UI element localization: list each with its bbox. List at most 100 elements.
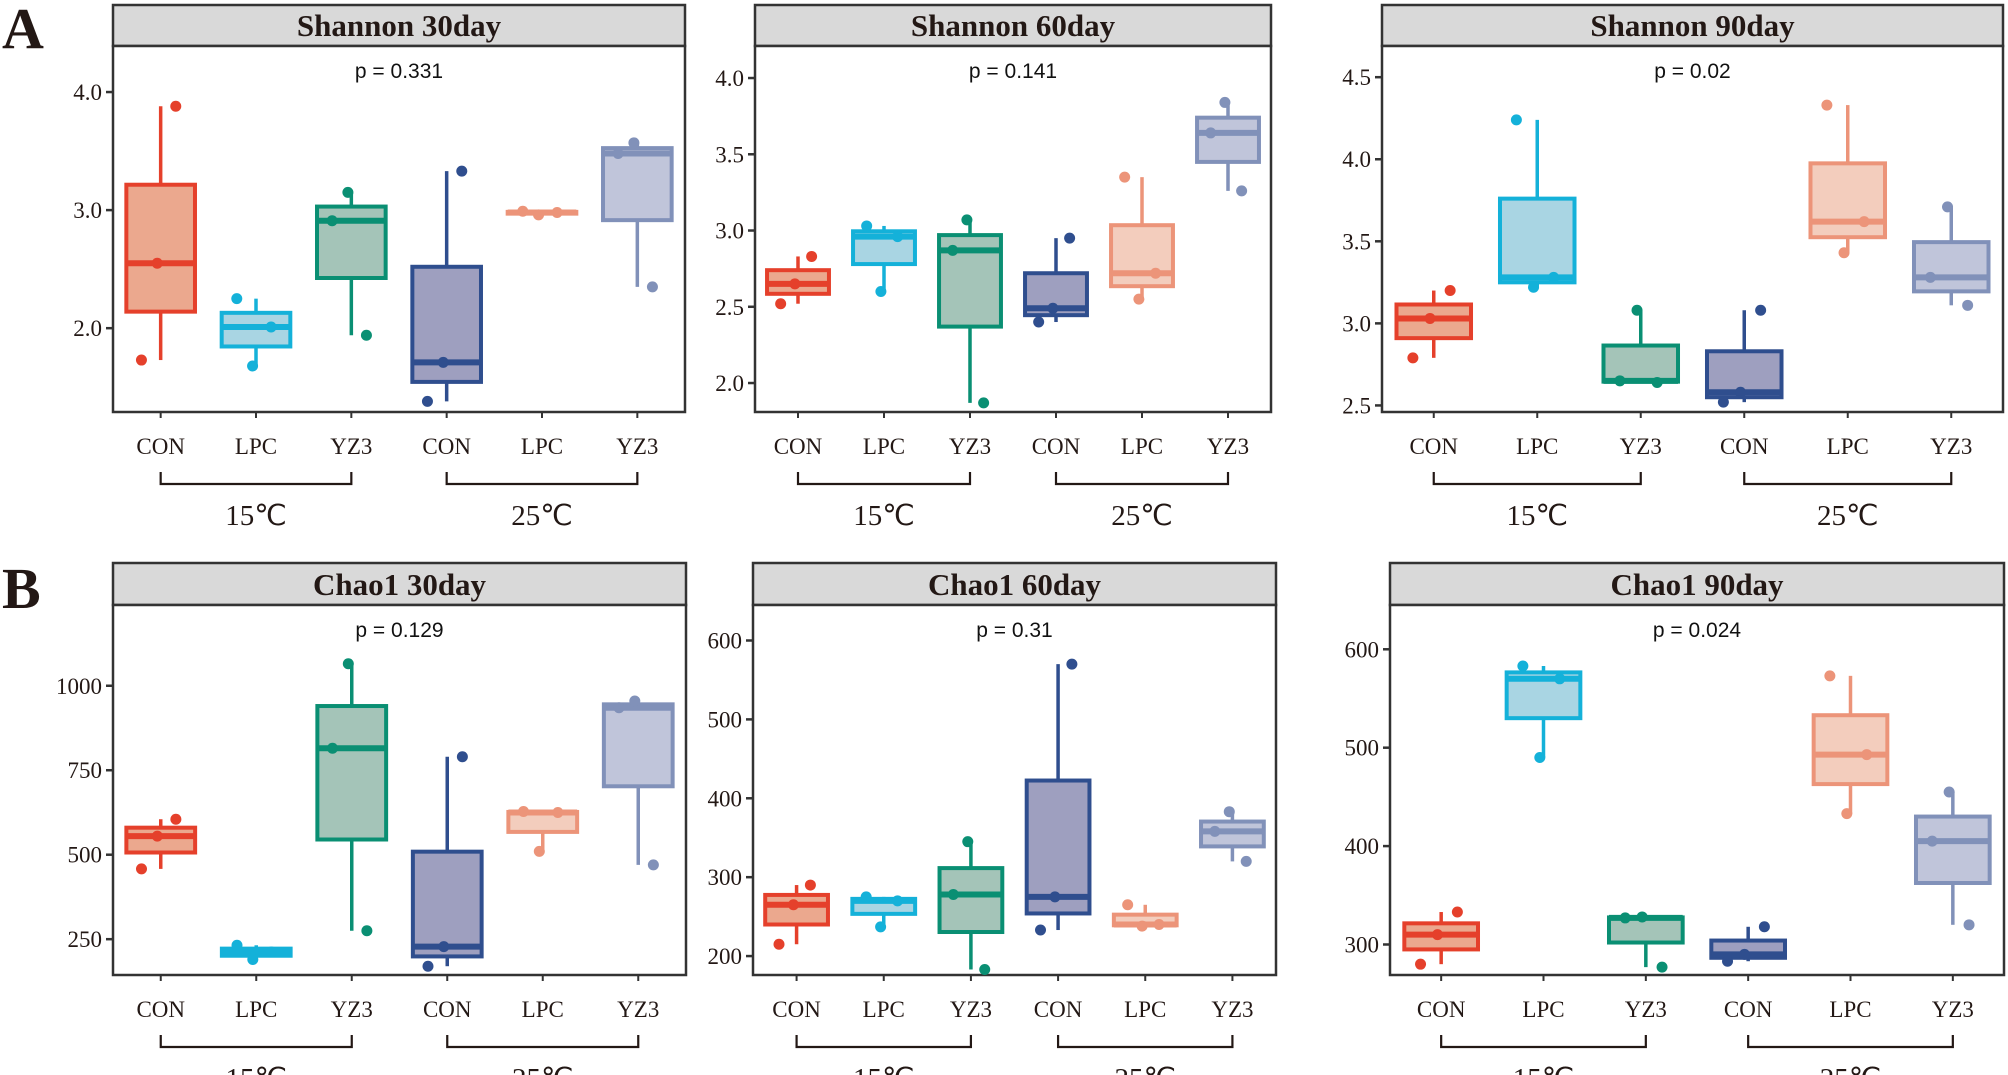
box-iqr (1601, 343, 1681, 384)
data-point (1838, 247, 1850, 259)
data-point (875, 286, 887, 298)
box-yz3-25c (1199, 806, 1266, 867)
data-point (1636, 911, 1648, 923)
data-point (135, 863, 147, 875)
box-con-15c (124, 100, 197, 366)
x-category-label: YZ3 (1932, 997, 1974, 1022)
data-point (1824, 670, 1836, 682)
y-tick-label: 600 (1345, 637, 1380, 662)
p-value-label: p = 0.331 (355, 60, 443, 83)
x-category-label: CON (423, 997, 472, 1022)
data-point (1926, 835, 1938, 847)
y-tick-label: 3.5 (1342, 229, 1371, 254)
box-lpc-25c (506, 805, 580, 857)
data-point (1136, 920, 1148, 932)
box-iqr (1109, 223, 1175, 289)
group-bracket (1743, 472, 1953, 486)
box-yz3-15c (315, 186, 388, 341)
panel-strip (1380, 3, 2005, 48)
data-point (1153, 919, 1165, 931)
plot-area (111, 44, 687, 414)
data-point (1223, 806, 1235, 818)
y-tick-label: 500 (68, 843, 103, 868)
data-point (1962, 299, 1974, 311)
data-point (517, 805, 529, 817)
x-category-label: CON (774, 434, 823, 459)
data-point (875, 921, 887, 933)
data-point (947, 244, 959, 256)
box-lpc-15c (850, 891, 918, 933)
panel-3: Shannon 90day p = 0.02 2.5 3.0 3.5 4.0 4.5 CON L… (1342, 3, 2005, 532)
box-yz3-25c (1913, 786, 1992, 931)
data-point (1510, 114, 1522, 126)
x-category-label: YZ3 (949, 434, 991, 459)
data-point (1035, 924, 1047, 936)
panel-strip (111, 561, 688, 607)
data-point (978, 397, 990, 409)
x-category-label: LPC (1121, 434, 1163, 459)
group-bracket (796, 472, 972, 486)
group-bracket (795, 1035, 973, 1049)
data-point (775, 298, 787, 310)
data-point (231, 293, 243, 305)
data-point (1424, 312, 1436, 324)
data-point (1119, 171, 1131, 183)
x-category-label: YZ3 (617, 997, 659, 1022)
data-point (265, 321, 277, 333)
data-point (151, 257, 163, 269)
data-point (361, 925, 373, 937)
box-iqr (763, 892, 830, 927)
temperature-label: 15℃ (225, 1063, 287, 1075)
box-con-25c (1024, 658, 1092, 936)
x-category-label: YZ3 (330, 434, 372, 459)
box-yz3-15c (1606, 911, 1685, 973)
x-category-label: LPC (522, 997, 564, 1022)
data-point (265, 946, 277, 958)
data-point (979, 963, 991, 975)
x-category-label: YZ3 (1211, 997, 1253, 1022)
panel-2: Shannon 60day p = 0.141 2.0 2.5 3.0 3.5 4.0 CON… (715, 3, 1273, 532)
data-point (360, 329, 372, 341)
p-value-label: p = 0.31 (976, 619, 1052, 642)
y-tick-label: 4.0 (73, 80, 102, 105)
data-point (861, 220, 873, 232)
data-point (1033, 316, 1045, 328)
box-yz3-15c (937, 836, 1005, 975)
panel-title: Shannon 60day (911, 8, 1116, 43)
data-point (1209, 825, 1221, 837)
box-con-25c (1704, 304, 1784, 408)
data-point (552, 806, 564, 818)
data-point (947, 889, 959, 901)
box-con-15c (1394, 285, 1474, 364)
temperature-label: 25℃ (1114, 1063, 1176, 1075)
y-tick-label: 400 (1345, 834, 1380, 859)
temperature-label: 15℃ (853, 500, 915, 532)
x-category-label: LPC (863, 434, 905, 459)
y-tick-label: 4.0 (1342, 147, 1371, 172)
box-iqr (315, 204, 388, 280)
y-tick-label: 4.0 (715, 66, 744, 91)
data-point (1064, 232, 1076, 244)
x-category-label: CON (136, 997, 185, 1022)
data-point (422, 960, 434, 972)
data-point (1517, 660, 1529, 672)
data-point (438, 941, 450, 953)
data-point (647, 859, 659, 871)
data-point (456, 751, 468, 763)
x-category-label: CON (1724, 997, 1773, 1022)
x-category-label: YZ3 (331, 997, 373, 1022)
x-category-label: CON (1409, 434, 1458, 459)
data-point (456, 165, 468, 177)
data-point (892, 895, 904, 907)
x-category-label: CON (1417, 997, 1466, 1022)
box-lpc-15c (219, 939, 293, 965)
y-tick-label: 400 (708, 786, 743, 811)
box-yz3-15c (315, 658, 389, 937)
box-lpc-25c (1808, 99, 1888, 259)
p-value-label: p = 0.141 (969, 60, 1057, 83)
data-point (628, 137, 640, 149)
data-point (1841, 808, 1853, 820)
x-category-label: YZ3 (1207, 434, 1249, 459)
group-bracket (159, 1035, 353, 1049)
